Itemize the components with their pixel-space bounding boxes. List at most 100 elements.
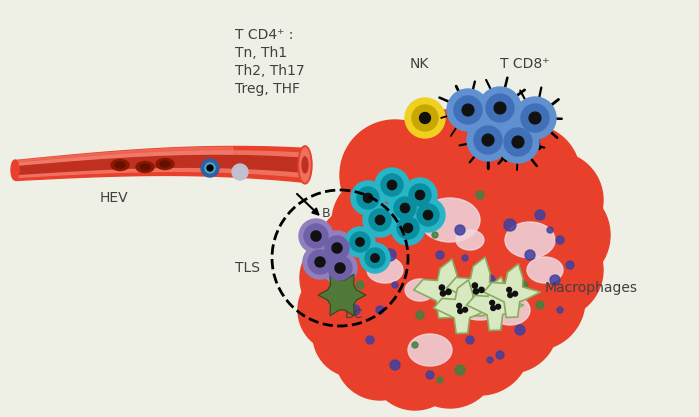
Circle shape	[417, 204, 439, 226]
Circle shape	[370, 255, 380, 265]
Circle shape	[547, 227, 553, 233]
Circle shape	[441, 291, 449, 299]
Ellipse shape	[136, 161, 154, 173]
Circle shape	[335, 263, 345, 273]
Circle shape	[426, 371, 434, 379]
Circle shape	[205, 163, 215, 173]
Circle shape	[486, 94, 514, 122]
Circle shape	[372, 272, 468, 368]
Circle shape	[510, 185, 610, 285]
Circle shape	[395, 215, 505, 325]
Circle shape	[325, 236, 349, 260]
Circle shape	[487, 357, 493, 363]
Polygon shape	[318, 274, 366, 316]
Circle shape	[476, 191, 484, 199]
Circle shape	[397, 227, 403, 233]
Circle shape	[462, 104, 474, 116]
Circle shape	[501, 296, 509, 304]
Circle shape	[482, 134, 494, 146]
Circle shape	[556, 236, 564, 244]
Circle shape	[550, 275, 560, 285]
Circle shape	[507, 287, 512, 292]
Circle shape	[474, 126, 502, 154]
Circle shape	[384, 249, 396, 261]
Text: Tn, Th1: Tn, Th1	[235, 46, 287, 60]
Circle shape	[566, 261, 574, 269]
Circle shape	[298, 268, 382, 352]
Ellipse shape	[527, 257, 563, 283]
Ellipse shape	[300, 148, 310, 182]
Circle shape	[356, 281, 364, 289]
Text: B: B	[322, 207, 331, 220]
Ellipse shape	[505, 222, 555, 258]
Circle shape	[497, 121, 539, 163]
Circle shape	[485, 275, 495, 285]
Circle shape	[351, 181, 385, 215]
Circle shape	[512, 136, 524, 148]
Circle shape	[365, 248, 385, 268]
Text: DC: DC	[345, 308, 363, 321]
Text: TLS: TLS	[235, 261, 260, 275]
Circle shape	[356, 238, 364, 246]
Circle shape	[452, 307, 458, 313]
Ellipse shape	[456, 230, 484, 250]
Circle shape	[406, 236, 414, 244]
Circle shape	[472, 162, 568, 258]
Circle shape	[412, 105, 438, 131]
Circle shape	[438, 158, 542, 262]
Circle shape	[366, 336, 374, 344]
Circle shape	[323, 251, 357, 285]
Circle shape	[401, 203, 410, 213]
Circle shape	[463, 307, 468, 312]
Circle shape	[232, 164, 248, 180]
Ellipse shape	[111, 159, 129, 171]
Circle shape	[391, 211, 425, 245]
Ellipse shape	[11, 160, 19, 180]
Circle shape	[455, 365, 465, 375]
Circle shape	[507, 152, 603, 248]
Circle shape	[405, 98, 445, 138]
Circle shape	[375, 215, 384, 225]
Circle shape	[507, 293, 512, 297]
Circle shape	[387, 181, 396, 190]
Circle shape	[525, 250, 535, 260]
Circle shape	[480, 125, 580, 225]
Polygon shape	[467, 277, 524, 331]
Circle shape	[479, 287, 484, 293]
Circle shape	[303, 245, 337, 279]
Circle shape	[455, 225, 465, 235]
Circle shape	[313, 293, 397, 377]
Circle shape	[363, 203, 397, 237]
Circle shape	[514, 97, 556, 139]
Circle shape	[507, 222, 603, 318]
Circle shape	[370, 320, 460, 410]
Circle shape	[311, 231, 321, 241]
Circle shape	[360, 215, 460, 315]
Circle shape	[299, 219, 333, 253]
Circle shape	[465, 235, 555, 325]
Circle shape	[411, 198, 445, 232]
Circle shape	[357, 187, 379, 209]
Circle shape	[466, 336, 474, 344]
Circle shape	[315, 257, 325, 267]
Circle shape	[491, 306, 496, 311]
Ellipse shape	[115, 162, 125, 168]
Circle shape	[363, 193, 373, 203]
Circle shape	[381, 174, 403, 196]
Circle shape	[479, 87, 521, 129]
Circle shape	[494, 102, 506, 114]
Circle shape	[365, 225, 375, 235]
Circle shape	[557, 307, 563, 313]
Circle shape	[320, 231, 354, 265]
Circle shape	[370, 254, 379, 262]
Ellipse shape	[160, 161, 170, 167]
Text: NK: NK	[410, 57, 429, 71]
Circle shape	[409, 184, 431, 206]
Ellipse shape	[420, 198, 480, 242]
Circle shape	[485, 250, 585, 350]
Ellipse shape	[302, 157, 308, 173]
Circle shape	[412, 342, 418, 348]
Circle shape	[304, 224, 328, 248]
Circle shape	[462, 277, 558, 373]
Circle shape	[360, 243, 390, 273]
